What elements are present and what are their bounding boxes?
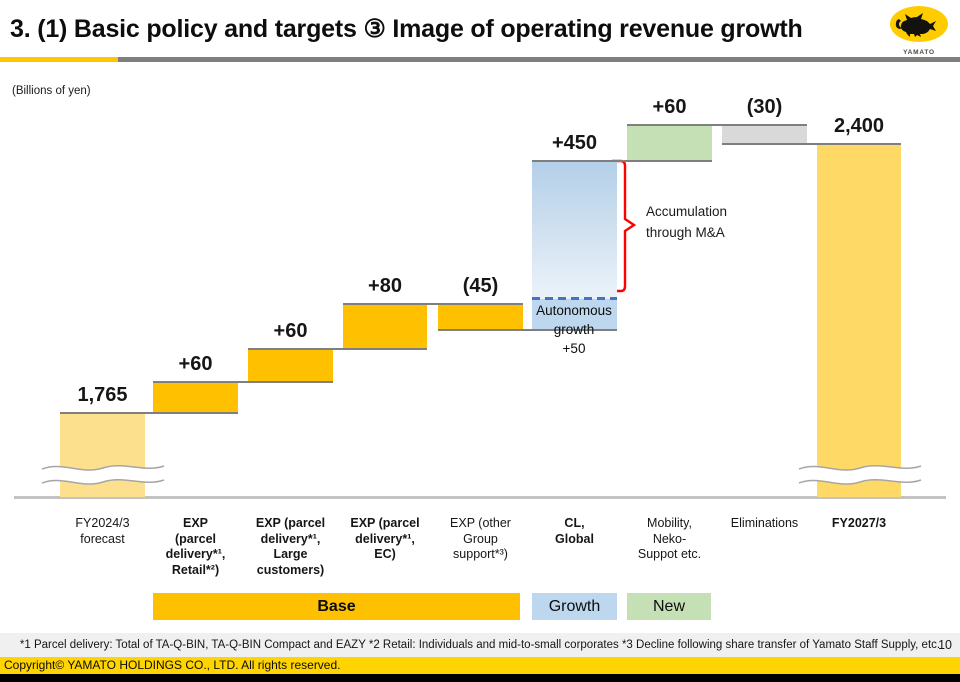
connector-line bbox=[438, 329, 617, 331]
connector-line bbox=[343, 303, 523, 305]
waterfall-bar-fy2027 bbox=[817, 144, 901, 497]
connector-line bbox=[722, 143, 901, 145]
connector-line bbox=[248, 348, 427, 350]
x-axis-label-exp-large-customers: EXP (parcel delivery*¹, Large customers) bbox=[255, 516, 326, 577]
copyright-text: Copyright© YAMATO HOLDINGS CO., LTD. All… bbox=[0, 657, 960, 674]
legend-new: New bbox=[627, 593, 711, 620]
bar-value-label: (30) bbox=[746, 96, 783, 118]
bar-value-label: +80 bbox=[368, 275, 402, 297]
bar-value-label: +60 bbox=[178, 353, 213, 375]
legend-growth: Growth bbox=[532, 593, 617, 620]
bar-value-label: 2,400 bbox=[833, 115, 885, 137]
yamato-logo: YAMATO HOLDINGS bbox=[884, 5, 954, 65]
x-axis-label-mobility-neko-suppot: Mobility, Neko- Suppot etc. bbox=[637, 516, 702, 561]
axis-break-wave-icon bbox=[797, 458, 923, 496]
x-axis-label-fy2024-forecast: FY2024/3 forecast bbox=[75, 516, 130, 546]
x-axis-label-fy2027: FY2027/3 bbox=[831, 516, 887, 530]
waterfall-bar-eliminations bbox=[722, 125, 807, 143]
mna-annotation: Accumulation through M&A bbox=[646, 204, 728, 240]
connector-line bbox=[627, 124, 807, 126]
connector-line bbox=[60, 412, 238, 414]
axis-break-wave-icon bbox=[40, 458, 166, 496]
x-axis-line bbox=[14, 496, 946, 499]
autonomous-growth-segment bbox=[532, 299, 617, 330]
title-divider bbox=[0, 57, 960, 62]
waterfall-bar-exp-ec bbox=[343, 304, 427, 349]
x-axis-label-eliminations: Eliminations bbox=[730, 516, 799, 530]
ma-boundary-dashed-line bbox=[532, 297, 617, 300]
waterfall-bar-mobility-neko-suppot bbox=[627, 125, 712, 160]
bar-value-label: (45) bbox=[462, 275, 499, 297]
bottom-black-bar bbox=[0, 674, 960, 682]
autonomous-growth-annotation: Autonomous growth +50 bbox=[536, 303, 612, 356]
legend-base: Base bbox=[153, 593, 520, 620]
bar-value-label: +60 bbox=[652, 96, 687, 118]
bar-value-label: +60 bbox=[273, 320, 308, 342]
x-axis-label-exp-other-group-support: EXP (other Group support*³) bbox=[450, 516, 511, 561]
connector-line bbox=[153, 381, 333, 383]
page-number: 10 bbox=[938, 638, 952, 652]
waterfall-bar-exp-large-customers bbox=[248, 349, 333, 382]
title-divider-accent bbox=[0, 57, 118, 62]
bar-value-label: +450 bbox=[551, 132, 598, 154]
unit-label: (Billions of yen) bbox=[12, 85, 91, 97]
bar-value-label: 1,765 bbox=[77, 384, 128, 406]
x-axis-label-exp-retail: EXP (parcel delivery*¹, Retail*²) bbox=[165, 516, 226, 577]
x-axis-label-cl-global: CL, Global bbox=[555, 516, 594, 546]
footnote-band: *1 Parcel delivery: Total of TA-Q-BIN, T… bbox=[0, 633, 960, 657]
page-title: 3. (1) Basic policy and targets ③ Image … bbox=[10, 15, 803, 43]
yamato-cat-icon bbox=[890, 6, 948, 42]
waterfall-bar-exp-retail bbox=[153, 382, 238, 413]
waterfall-bar-exp-other-group-support bbox=[438, 304, 523, 330]
x-axis-label-exp-ec: EXP (parcel delivery*¹, EC) bbox=[350, 516, 420, 561]
footnote-text: *1 Parcel delivery: Total of TA-Q-BIN, T… bbox=[19, 639, 941, 651]
connector-line bbox=[532, 160, 712, 162]
